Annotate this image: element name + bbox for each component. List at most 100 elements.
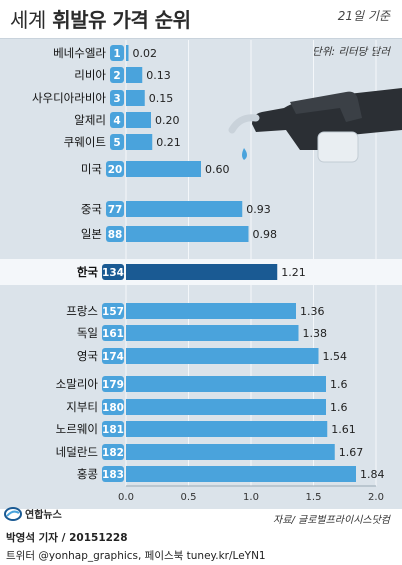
social-links: 트위터 @yonhap_graphics, 페이스북 tuney.kr/LeYN… [6,550,266,562]
bar [126,264,278,280]
x-tick-label: 1.5 [306,492,322,503]
bar [126,325,299,341]
bar-value-label: 0.60 [205,163,230,176]
country-label: 프랑스 [66,304,98,318]
rank-badge [110,134,124,150]
title-prefix: 세계 [10,8,46,32]
rank-label: 157 [102,306,124,318]
country-label: 지부티 [66,400,98,414]
rank-badge [102,466,124,482]
bar [126,376,326,392]
rank-badge [102,325,124,341]
rank-badge [110,90,124,106]
rank-badge [102,303,124,319]
chart-title: 세계 휘발유 가격 순위 [10,4,191,33]
rank-label: 174 [102,351,124,363]
bar-value-label: 0.15 [149,92,174,105]
bar-value-label: 0.93 [246,203,271,216]
bar-value-label: 0.21 [156,136,181,149]
bar-value-label: 1.36 [300,305,325,318]
country-label: 소말리아 [56,377,99,391]
country-label: 일본 [81,227,102,241]
bar-value-label: 1.54 [323,350,348,363]
country-label: 사우디아라비아 [32,91,106,105]
rank-label: 88 [108,229,123,241]
rank-label: 180 [102,402,124,414]
rank-label: 181 [102,424,124,436]
yonhap-logo-icon [4,506,22,521]
bar [126,303,296,319]
date-label: 21일 기준 [337,9,390,23]
bar-value-label: 1.6 [330,378,348,391]
rank-badge [102,421,124,437]
x-tick-label: 0.5 [181,492,197,503]
bar-value-label: 0.98 [253,228,278,241]
bar-value-label: 1.38 [303,327,328,340]
bar [126,161,201,177]
bar [126,421,328,437]
country-label: 홍콩 [77,467,98,481]
bar [126,348,319,364]
x-tick-label: 2.0 [368,492,384,503]
bar-value-label: 1.6 [330,401,348,414]
bar [126,45,129,61]
rank-badge [106,161,124,177]
rank-label: 4 [113,115,120,127]
bar [126,226,249,242]
bar [126,134,153,150]
bar-value-label: 0.13 [146,69,171,82]
bar [126,112,151,128]
rank-badge [102,348,124,364]
rank-badge [102,376,124,392]
bar [126,67,143,83]
country-label: 미국 [81,162,102,176]
rank-label: 179 [102,379,124,391]
country-label: 영국 [77,349,98,363]
rank-badge [106,226,124,242]
rank-badge [102,444,124,460]
rank-badge [110,112,124,128]
bar-value-label: 1.61 [331,423,356,436]
country-label: 알제리 [74,113,106,127]
logo-text: 연합뉴스 [25,510,62,521]
rank-label: 1 [113,48,120,60]
bar-value-label: 0.02 [133,47,158,60]
logo: 연합뉴스 [4,506,62,521]
rank-label: 5 [113,137,120,149]
bar-value-label: 1.84 [360,468,385,481]
rank-badge [106,201,124,217]
rank-label: 77 [108,204,123,216]
rank-label: 182 [102,447,124,459]
bar [126,399,326,415]
x-tick-label: 0.0 [118,492,134,503]
fuel-nozzle-icon [228,88,402,163]
x-tick-label: 1.0 [243,492,259,503]
rank-badge [110,67,124,83]
bar-value-label: 1.21 [281,266,306,279]
rank-badge [102,399,124,415]
bar [126,90,145,106]
rank-badge [102,264,124,280]
bar-value-label: 1.67 [339,446,364,459]
byline: 박영석 기자 / 20151228 [6,532,128,544]
country-label: 중국 [81,202,102,216]
title-main: 휘발유 가격 순위 [52,8,191,32]
rank-label: 3 [113,93,120,105]
country-label: 한국 [77,265,99,279]
rank-label: 2 [113,70,120,82]
bar [126,444,335,460]
unit-label: 단위: 리터당 달러 [312,46,390,58]
country-label: 쿠웨이트 [64,135,106,149]
rank-label: 20 [108,164,123,176]
rank-badge [110,45,124,61]
country-label: 리비아 [74,68,106,82]
country-label: 노르웨이 [56,422,98,436]
country-label: 네덜란드 [56,445,98,459]
rank-label: 183 [102,469,124,481]
bar [126,201,243,217]
rank-label: 161 [102,328,124,340]
bar [126,466,356,482]
bar-value-label: 0.20 [155,114,180,127]
